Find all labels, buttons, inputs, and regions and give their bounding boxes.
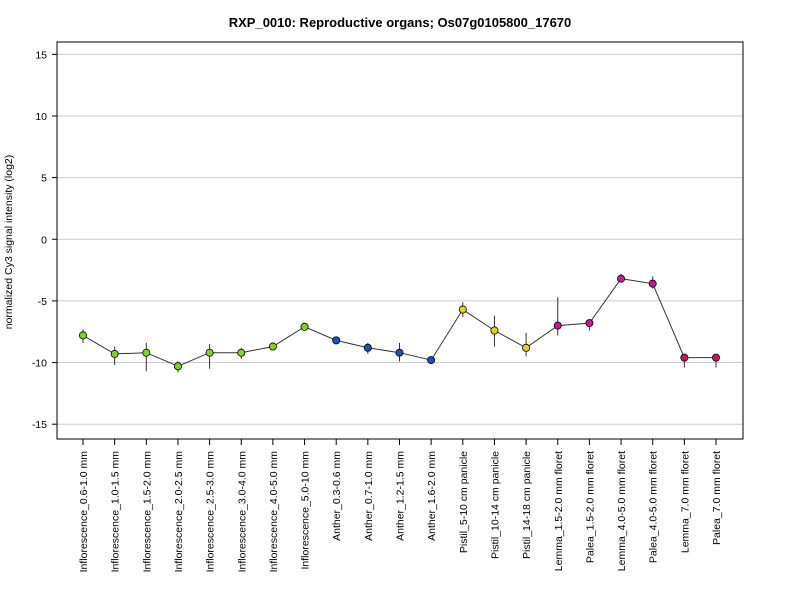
x-tick-label: Inflorescence_2.0-2.5 mm: [173, 451, 185, 573]
data-point: [173, 362, 182, 371]
y-tick-label: 10: [35, 111, 47, 123]
x-tick-label: Anther_1.6-2.0 mm: [426, 451, 438, 541]
data-point: [205, 348, 214, 357]
x-tick-label: Pistil_10-14 cm panicle: [489, 451, 501, 559]
y-tick-label: -10: [32, 358, 47, 370]
x-tick-label: Inflorescence_4.0-5.0 mm: [268, 451, 280, 573]
y-tick-label: -15: [32, 419, 47, 431]
x-tick-label: Palea_7.0 mm floret: [711, 451, 723, 545]
data-point: [79, 331, 88, 340]
data-point: [395, 348, 404, 357]
grid-lines: [57, 53, 743, 425]
data-point: [458, 305, 467, 314]
x-tick-label: Pistil_14-18 cm panicle: [521, 451, 533, 559]
data-point: [142, 348, 151, 357]
x-tick-label: Anther_1.2-1.5 mm: [395, 451, 407, 541]
y-tick-label: 5: [41, 173, 47, 185]
x-tick-label: Anther_0.3-0.6 mm: [331, 451, 343, 541]
data-point: [712, 353, 721, 362]
x-axis-ticks: Inflorescence_0.6-1.0 mm Inflorescence_1.…: [78, 439, 723, 572]
data-point: [490, 326, 499, 335]
x-tick-label: Pistil_5-10 cm panicle: [458, 451, 470, 553]
data-points: [79, 274, 721, 371]
x-tick-label: Palea_4.0-5.0 mm floret: [648, 451, 660, 563]
x-tick-label: Lemma_4.0-5.0 mm floret: [616, 451, 628, 571]
data-point: [680, 353, 689, 362]
x-tick-label: Inflorescence_3.0-4.0 mm: [236, 451, 248, 573]
x-tick-label: Inflorescence_0.6-1.0 mm: [78, 451, 90, 573]
y-axis-label: normalized Cy3 signal intensity (log2): [3, 155, 15, 330]
y-tick-label: -5: [38, 296, 47, 308]
error-bars: [82, 273, 717, 373]
x-tick-label: Inflorescence_2.5-3.0 mm: [205, 451, 217, 573]
data-point: [237, 348, 246, 357]
data-point: [300, 322, 309, 331]
data-point: [110, 349, 119, 358]
chart-title: RXP_0010: Reproductive organs; Os07g0105…: [229, 15, 572, 30]
data-point: [522, 343, 531, 352]
data-point: [585, 319, 594, 328]
plot-area-frame: [56, 41, 744, 440]
x-tick-label: Lemma_7.0 mm floret: [679, 451, 691, 553]
x-tick-label: Anther_0.7-1.0 mm: [363, 451, 375, 541]
x-tick-label: Inflorescence_1.5-2.0 mm: [141, 451, 153, 573]
x-tick-label: Lemma_1.5-2.0 mm floret: [553, 451, 565, 571]
data-point: [268, 342, 277, 351]
y-axis-ticks: 15 10 5 0 -5 -10 -15: [32, 49, 57, 431]
data-point: [648, 279, 657, 288]
y-tick-label: 0: [41, 234, 47, 246]
x-tick-label: Inflorescence_1.0-1.5 mm: [110, 451, 122, 573]
data-point: [427, 356, 436, 365]
data-point: [332, 336, 341, 345]
data-point: [553, 321, 562, 330]
y-tick-label: 15: [35, 49, 47, 61]
data-point: [363, 343, 372, 352]
x-tick-label: Inflorescence_5.0-10 mm: [300, 451, 312, 570]
x-tick-label: Palea_1.5-2.0 mm floret: [584, 451, 596, 563]
data-point: [617, 274, 626, 283]
